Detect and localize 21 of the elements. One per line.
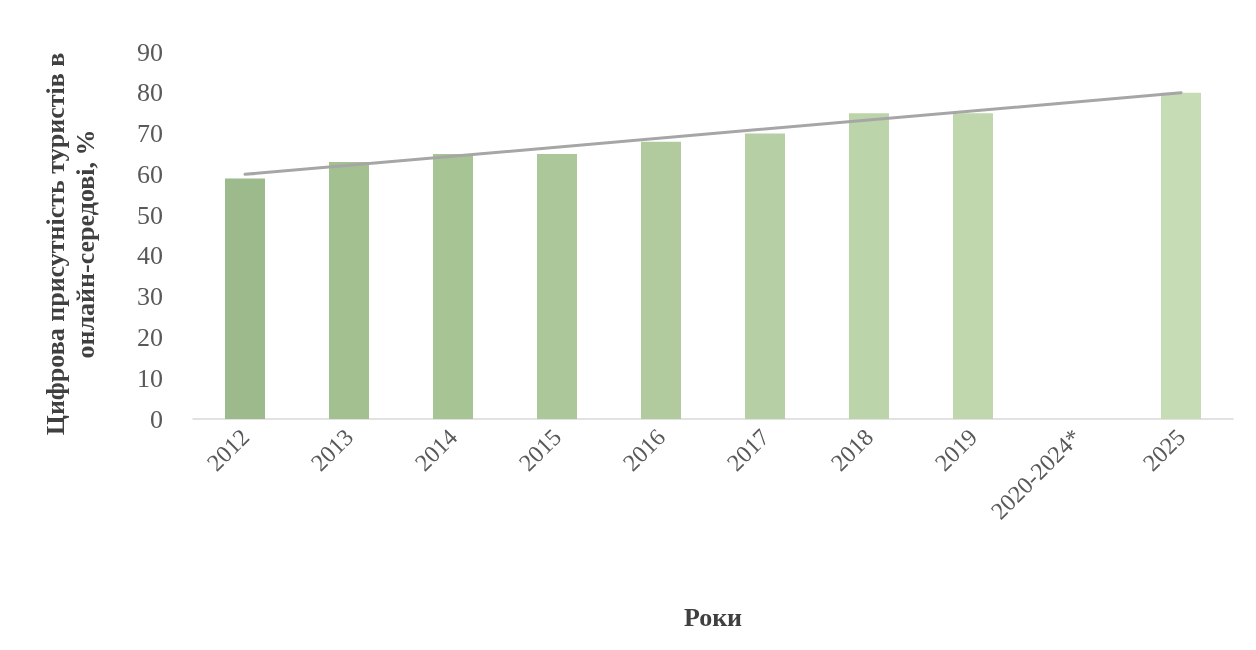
y-tick-label: 20 [137, 322, 163, 352]
bar [329, 162, 369, 419]
y-tick-label: 40 [137, 241, 163, 271]
y-tick-label: 50 [137, 200, 163, 230]
y-tick-label: 10 [137, 363, 163, 393]
y-tick-label: 80 [137, 78, 163, 108]
y-tick-label: 60 [137, 159, 163, 189]
bar [537, 153, 577, 419]
y-tick-label: 0 [150, 404, 163, 434]
bar [745, 133, 785, 419]
bar [641, 141, 681, 419]
bar [225, 178, 265, 419]
y-tick-label: 70 [137, 119, 163, 149]
bar [433, 153, 473, 419]
bar [849, 113, 889, 419]
bar [1161, 92, 1201, 419]
bar [953, 113, 993, 419]
y-tick-label: 90 [137, 37, 163, 67]
x-axis-title: Роки [683, 602, 743, 632]
y-tick-label: 30 [137, 282, 163, 312]
y-axis-title: Цифрова присутність туристів в онлайн-середові, % [40, 52, 100, 436]
